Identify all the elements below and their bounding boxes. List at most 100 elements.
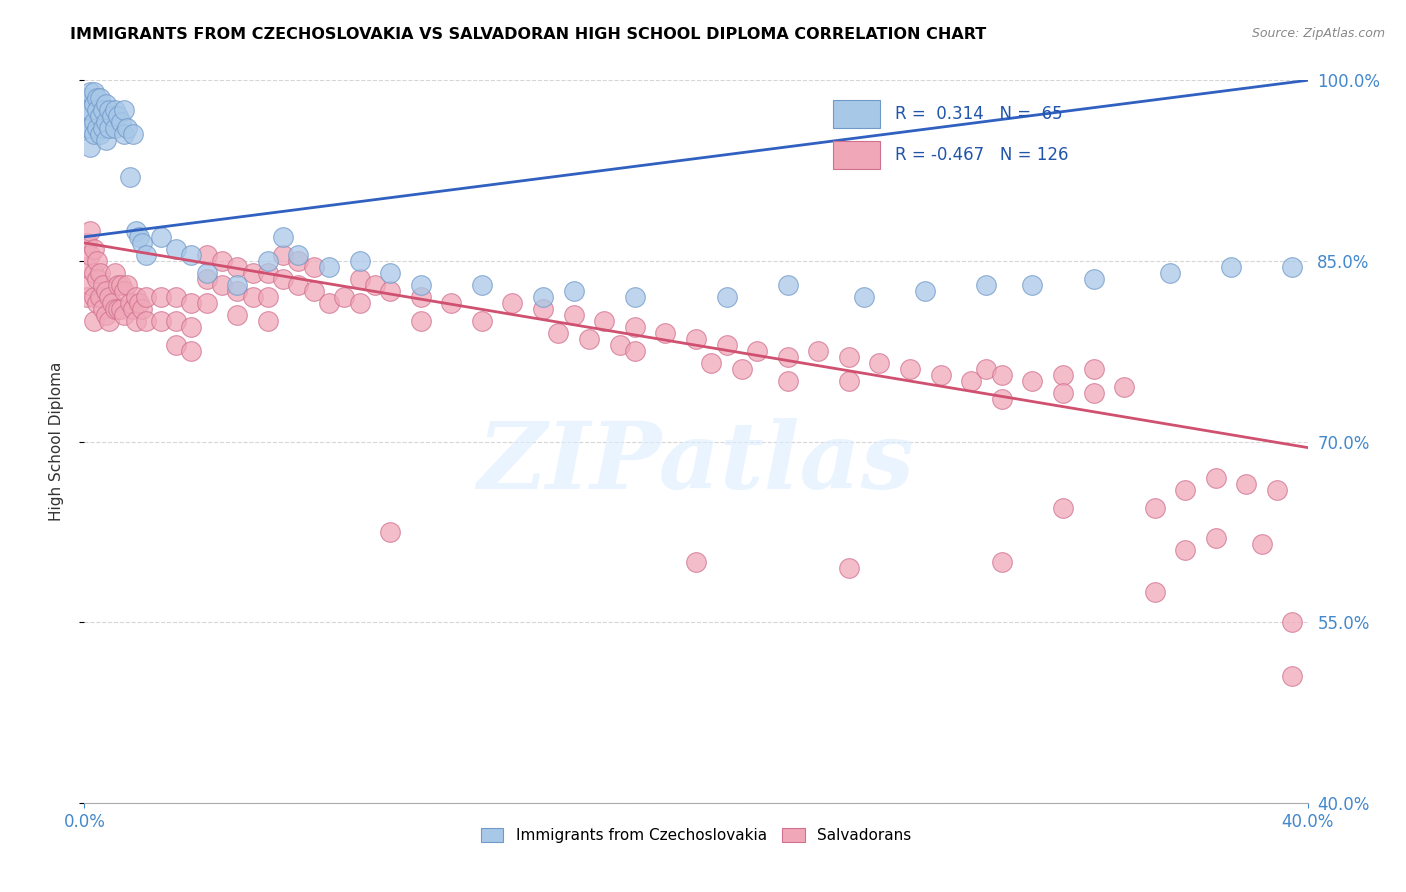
Point xyxy=(107,277,129,292)
Point xyxy=(1174,483,1197,497)
Point xyxy=(110,301,132,316)
Point xyxy=(1114,380,1136,394)
Point xyxy=(1143,500,1166,515)
Point xyxy=(104,103,127,118)
Point xyxy=(624,290,647,304)
Point xyxy=(914,284,936,298)
Point xyxy=(318,260,340,274)
Point xyxy=(76,290,98,304)
Point xyxy=(107,301,129,316)
Point xyxy=(86,272,108,286)
Point xyxy=(349,296,371,310)
Point xyxy=(1281,669,1303,683)
Point xyxy=(1265,483,1288,497)
Point xyxy=(1205,470,1227,484)
Point xyxy=(1174,542,1197,557)
Point xyxy=(838,350,860,364)
Point xyxy=(97,314,120,328)
Point xyxy=(94,284,117,298)
Point xyxy=(165,338,187,352)
Point xyxy=(76,260,98,274)
Point xyxy=(195,248,218,262)
Point xyxy=(380,524,402,539)
Point xyxy=(271,248,294,262)
Point xyxy=(1083,362,1105,376)
Point xyxy=(76,91,98,105)
Point xyxy=(271,229,294,244)
Point xyxy=(624,344,647,359)
Point xyxy=(79,103,101,118)
Point xyxy=(271,272,294,286)
Point xyxy=(838,561,860,575)
Point xyxy=(131,301,153,316)
Point xyxy=(86,296,108,310)
Point xyxy=(333,290,356,304)
Point xyxy=(991,392,1014,407)
Point xyxy=(547,326,569,340)
Point xyxy=(991,555,1014,569)
Point xyxy=(86,253,108,268)
Point xyxy=(112,103,135,118)
Point xyxy=(110,115,132,129)
Point xyxy=(440,296,463,310)
Point xyxy=(165,314,187,328)
Point xyxy=(731,362,754,376)
Point xyxy=(94,97,117,112)
Point xyxy=(115,277,138,292)
Point xyxy=(97,290,120,304)
Point xyxy=(838,374,860,388)
Point xyxy=(211,253,233,268)
Point xyxy=(562,308,585,322)
Point xyxy=(165,242,187,256)
Point xyxy=(349,253,371,268)
Point xyxy=(318,296,340,310)
Point xyxy=(929,368,952,383)
Point xyxy=(302,260,325,274)
Point xyxy=(135,314,157,328)
Point xyxy=(83,97,105,112)
Point xyxy=(380,284,402,298)
Point xyxy=(409,314,432,328)
Point xyxy=(1083,272,1105,286)
Point xyxy=(91,277,114,292)
Point xyxy=(624,320,647,334)
Point xyxy=(1021,374,1043,388)
Point xyxy=(83,242,105,256)
Point xyxy=(149,290,172,304)
Point xyxy=(976,362,998,376)
Point xyxy=(79,277,101,292)
Point xyxy=(747,344,769,359)
Point xyxy=(104,121,127,136)
Point xyxy=(1143,585,1166,599)
Point xyxy=(502,296,524,310)
Point xyxy=(180,320,202,334)
Point xyxy=(226,284,249,298)
Point xyxy=(79,121,101,136)
Point xyxy=(195,296,218,310)
Point xyxy=(83,266,105,280)
Point xyxy=(685,332,707,346)
Point xyxy=(94,308,117,322)
Point xyxy=(409,290,432,304)
Point xyxy=(91,301,114,316)
Point xyxy=(101,109,124,123)
Point xyxy=(83,128,105,142)
Point xyxy=(776,374,799,388)
Point xyxy=(242,290,264,304)
Point xyxy=(125,314,148,328)
Point xyxy=(807,344,830,359)
Point xyxy=(128,296,150,310)
Point xyxy=(364,277,387,292)
Point xyxy=(349,272,371,286)
Point xyxy=(122,301,145,316)
Point xyxy=(1159,266,1181,280)
Point xyxy=(86,103,108,118)
Point xyxy=(79,224,101,238)
Point xyxy=(380,266,402,280)
Point xyxy=(122,128,145,142)
Point xyxy=(76,235,98,250)
Point xyxy=(1281,615,1303,630)
Text: IMMIGRANTS FROM CZECHOSLOVAKIA VS SALVADORAN HIGH SCHOOL DIPLOMA CORRELATION CHA: IMMIGRANTS FROM CZECHOSLOVAKIA VS SALVAD… xyxy=(70,27,987,42)
Point xyxy=(242,266,264,280)
Point xyxy=(86,91,108,105)
